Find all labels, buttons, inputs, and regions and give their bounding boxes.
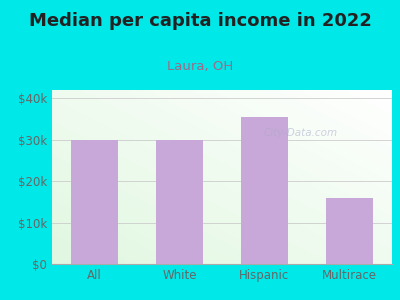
Bar [156, 140, 203, 264]
Bar [71, 140, 118, 264]
Bar [326, 198, 373, 264]
Text: City-Data.com: City-Data.com [263, 128, 337, 139]
Text: Laura, OH: Laura, OH [167, 60, 233, 73]
Bar [241, 117, 288, 264]
Text: Median per capita income in 2022: Median per capita income in 2022 [28, 12, 372, 30]
